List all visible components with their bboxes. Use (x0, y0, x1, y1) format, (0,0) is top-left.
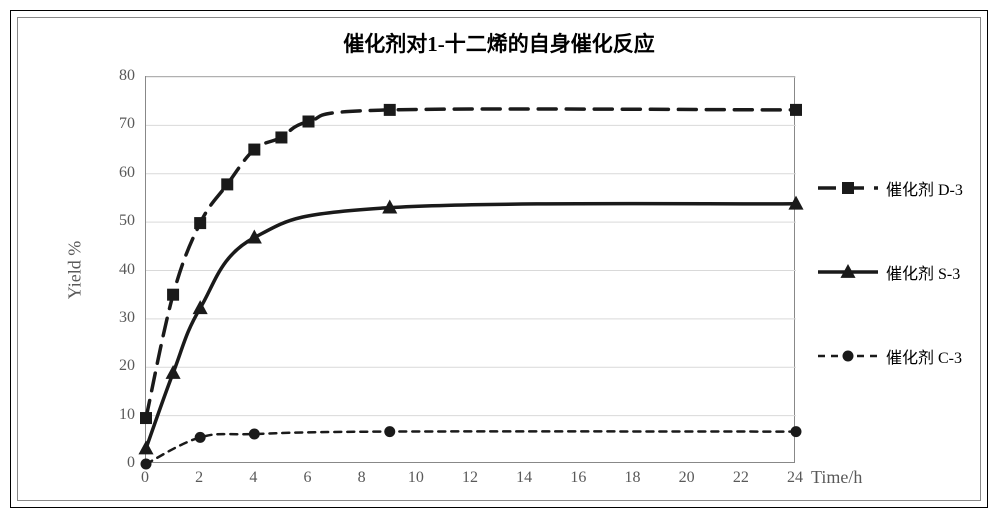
legend-label: 催化剂 C-3 (886, 344, 962, 368)
x-tick-label: 10 (408, 469, 424, 487)
legend-swatch (818, 260, 878, 284)
x-tick-label: 0 (141, 469, 149, 487)
x-tick-label: 20 (679, 469, 695, 487)
legend-entry: 催化剂 S-3 (818, 260, 963, 284)
series-line (146, 204, 796, 449)
x-tick-label: 14 (516, 469, 532, 487)
chart-outer-frame: 催化剂对1-十二烯的自身催化反应 Yield % Time/h 催化剂 D-3催… (10, 10, 988, 508)
legend-entry: 催化剂 C-3 (818, 344, 963, 368)
legend-swatch (818, 344, 878, 368)
legend-label: 催化剂 D-3 (886, 176, 963, 200)
y-tick-label: 20 (119, 357, 135, 375)
y-tick-label: 70 (119, 115, 135, 133)
y-axis-label: Yield % (65, 240, 86, 299)
legend-swatch (818, 176, 878, 200)
chart-inner-frame: 催化剂对1-十二烯的自身催化反应 Yield % Time/h 催化剂 D-3催… (17, 17, 981, 501)
x-tick-label: 6 (304, 469, 312, 487)
series-line (146, 431, 796, 464)
x-axis-label: Time/h (811, 467, 862, 488)
x-tick-label: 8 (358, 469, 366, 487)
plot-area (145, 76, 795, 463)
x-tick-label: 12 (462, 469, 478, 487)
y-tick-label: 60 (119, 164, 135, 182)
chart-title: 催化剂对1-十二烯的自身催化反应 (18, 28, 980, 58)
x-tick-label: 24 (787, 469, 803, 487)
legend: 催化剂 D-3 催化剂 S-3 催化剂 C-3 (818, 176, 963, 368)
y-tick-label: 50 (119, 212, 135, 230)
y-tick-label: 10 (119, 406, 135, 424)
plot-svg (146, 77, 796, 464)
y-tick-label: 40 (119, 261, 135, 279)
y-tick-label: 0 (127, 454, 135, 472)
series-line (146, 109, 796, 418)
x-tick-label: 2 (195, 469, 203, 487)
x-tick-label: 16 (570, 469, 586, 487)
x-tick-label: 4 (249, 469, 257, 487)
x-tick-label: 18 (625, 469, 641, 487)
legend-label: 催化剂 S-3 (886, 260, 960, 284)
x-tick-label: 22 (733, 469, 749, 487)
y-tick-label: 30 (119, 309, 135, 327)
legend-entry: 催化剂 D-3 (818, 176, 963, 200)
y-tick-label: 80 (119, 67, 135, 85)
